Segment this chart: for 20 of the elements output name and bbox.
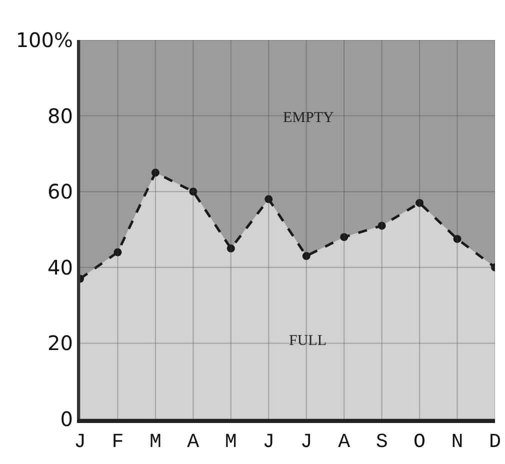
y-tick-label: 40 [48,255,73,280]
x-tick-label: M [149,431,162,454]
y-tick-label: 60 [48,180,73,204]
x-tick-label: J [262,431,275,454]
x-tick-label: S [376,431,388,454]
x-tick-label: O [414,431,426,454]
x-tick-label: A [338,431,350,454]
x-tick-label: F [112,431,124,454]
x-tick-label: J [300,431,312,454]
x-tick-label: D [488,431,502,454]
x-tick-label: J [74,431,86,454]
y-tick-label: 0 [60,407,73,431]
x-tick-label: A [187,431,200,454]
y-tick-label: 80 [48,104,73,128]
x-tick-label: M [224,431,237,454]
series-label: FULL [289,333,326,349]
y-tick-label: 20 [48,331,73,356]
series-label: EMPTY [283,110,334,126]
y-tick-label: 100% [16,28,73,52]
x-tick-label: N [451,431,464,454]
